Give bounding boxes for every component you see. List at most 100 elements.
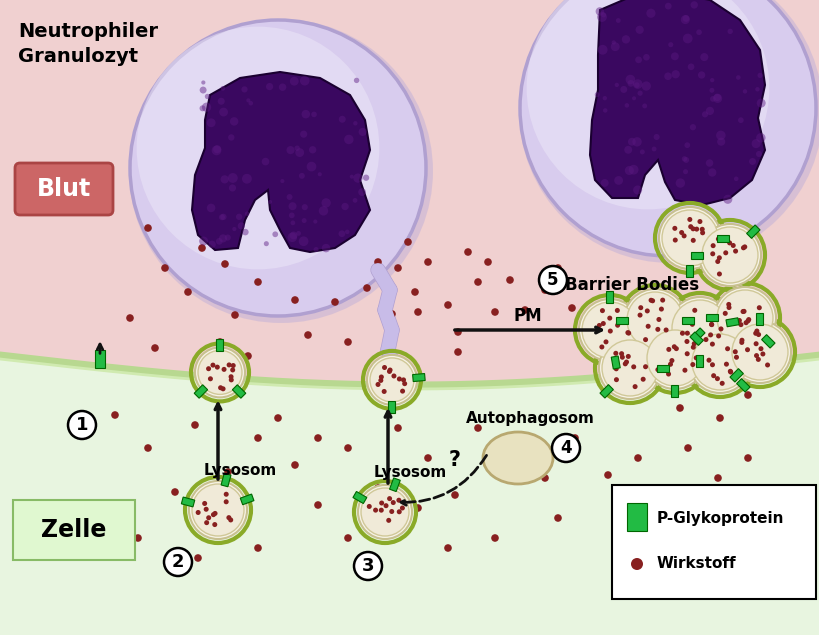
Circle shape	[366, 504, 371, 509]
Circle shape	[723, 362, 728, 366]
Circle shape	[491, 534, 498, 542]
Circle shape	[707, 168, 716, 177]
Circle shape	[396, 498, 400, 503]
Circle shape	[755, 332, 760, 337]
Circle shape	[224, 491, 229, 497]
Circle shape	[473, 278, 482, 286]
Circle shape	[164, 548, 192, 576]
Circle shape	[213, 145, 221, 153]
Circle shape	[194, 554, 201, 562]
Circle shape	[221, 367, 226, 372]
Circle shape	[289, 77, 298, 86]
Circle shape	[358, 485, 411, 539]
Bar	[615, 316, 627, 323]
Circle shape	[387, 368, 392, 373]
Circle shape	[716, 272, 721, 276]
Circle shape	[695, 29, 701, 35]
Circle shape	[206, 366, 210, 371]
Circle shape	[400, 377, 405, 382]
Circle shape	[688, 331, 750, 393]
Circle shape	[744, 318, 749, 323]
Circle shape	[313, 247, 319, 252]
Circle shape	[414, 308, 421, 316]
Circle shape	[635, 25, 643, 34]
Bar	[240, 494, 254, 505]
Circle shape	[625, 354, 630, 359]
Circle shape	[219, 234, 227, 243]
Circle shape	[656, 317, 661, 322]
Circle shape	[671, 344, 676, 349]
Circle shape	[541, 286, 548, 294]
Circle shape	[631, 558, 642, 570]
Circle shape	[210, 512, 215, 517]
Circle shape	[763, 494, 771, 502]
Circle shape	[664, 3, 671, 10]
Circle shape	[699, 227, 704, 232]
Circle shape	[290, 220, 295, 225]
Circle shape	[218, 385, 223, 391]
Circle shape	[681, 15, 689, 22]
Circle shape	[229, 377, 233, 382]
Circle shape	[554, 264, 561, 272]
Circle shape	[742, 89, 746, 93]
Circle shape	[596, 323, 601, 328]
Circle shape	[643, 327, 705, 389]
Circle shape	[151, 344, 159, 352]
Circle shape	[367, 355, 417, 405]
Circle shape	[680, 15, 689, 24]
Bar	[610, 356, 619, 369]
Circle shape	[226, 515, 231, 520]
Circle shape	[554, 514, 561, 522]
Circle shape	[690, 362, 695, 367]
Circle shape	[111, 411, 119, 419]
Circle shape	[296, 231, 301, 236]
Circle shape	[654, 367, 659, 372]
Circle shape	[313, 220, 317, 224]
Circle shape	[694, 525, 701, 531]
Circle shape	[381, 389, 387, 394]
Bar	[729, 368, 743, 382]
Circle shape	[288, 202, 296, 210]
Bar	[690, 251, 702, 258]
Circle shape	[701, 227, 757, 283]
Circle shape	[639, 149, 644, 154]
Bar	[95, 351, 105, 368]
Circle shape	[646, 330, 702, 386]
Circle shape	[238, 222, 245, 229]
Circle shape	[713, 94, 722, 103]
Circle shape	[224, 499, 229, 504]
Circle shape	[394, 264, 401, 272]
Circle shape	[690, 1, 697, 9]
Circle shape	[670, 52, 678, 60]
Circle shape	[473, 424, 482, 432]
Circle shape	[694, 227, 699, 232]
Circle shape	[299, 173, 305, 179]
Circle shape	[625, 330, 630, 335]
Circle shape	[226, 363, 231, 368]
Circle shape	[600, 12, 605, 18]
Circle shape	[229, 374, 233, 379]
Circle shape	[161, 264, 169, 272]
Circle shape	[304, 331, 311, 339]
Bar	[716, 234, 728, 241]
Circle shape	[231, 311, 238, 319]
Circle shape	[753, 544, 761, 552]
Circle shape	[314, 434, 321, 442]
Circle shape	[254, 278, 261, 286]
Text: Lysosom: Lysosom	[203, 463, 276, 478]
Bar	[600, 385, 613, 398]
Text: P-Glykoprotein: P-Glykoprotein	[656, 511, 784, 526]
Circle shape	[713, 93, 720, 101]
Circle shape	[288, 213, 294, 218]
Circle shape	[658, 307, 663, 312]
Circle shape	[394, 424, 401, 432]
Circle shape	[268, 200, 272, 204]
Circle shape	[749, 158, 755, 165]
Circle shape	[665, 371, 670, 377]
Text: ?: ?	[449, 450, 460, 470]
Circle shape	[642, 364, 647, 369]
Circle shape	[736, 318, 741, 323]
Circle shape	[454, 348, 461, 356]
Circle shape	[387, 311, 396, 318]
Bar	[689, 332, 703, 345]
